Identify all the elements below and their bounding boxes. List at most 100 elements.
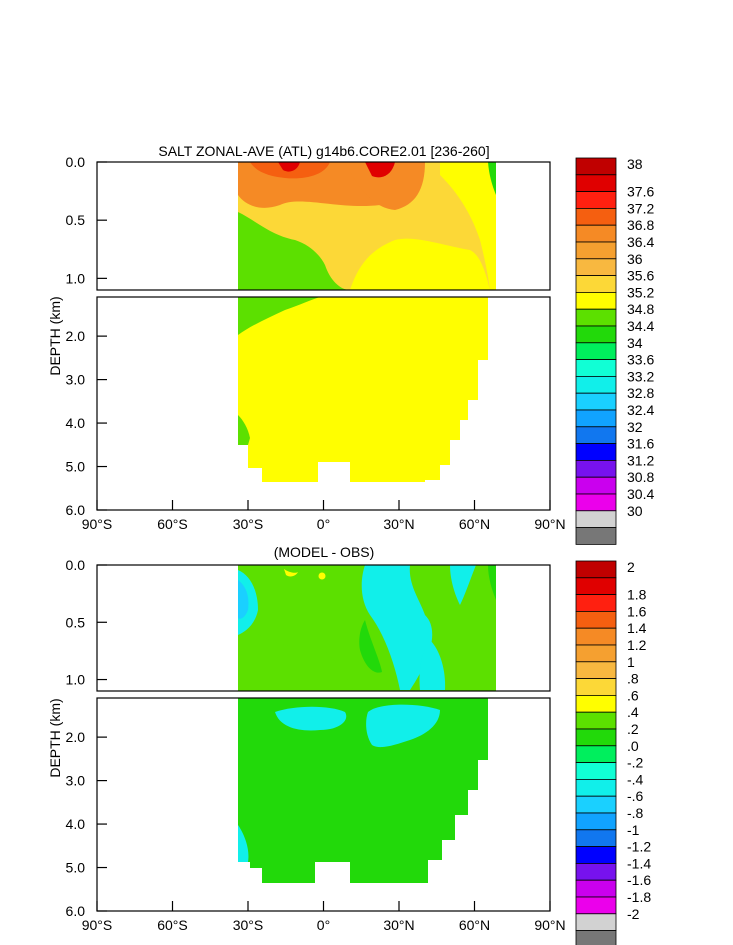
colorbar-swatch bbox=[575, 342, 617, 360]
chart-title: SALT ZONAL-AVE (ATL) g14b6.CORE2.01 [236… bbox=[158, 143, 489, 159]
colorbar-swatch bbox=[575, 879, 617, 898]
colorbar-swatch bbox=[575, 409, 617, 428]
colorbar-label: -1 bbox=[627, 822, 640, 838]
upper-plot-frame bbox=[96, 564, 551, 692]
colorbar-swatch bbox=[575, 695, 617, 713]
colorbar-swatch bbox=[575, 476, 617, 495]
x-tick-label: 90°N bbox=[534, 917, 565, 933]
colorbar-label: 32.8 bbox=[627, 385, 654, 401]
x-tick-label: 0° bbox=[317, 516, 330, 532]
colorbar-swatch bbox=[575, 863, 617, 881]
colorbar-label: -1.4 bbox=[627, 855, 651, 871]
colorbar-swatch bbox=[575, 728, 617, 747]
x-tick-label: 90°N bbox=[534, 516, 565, 532]
colorbar-label: 35.2 bbox=[627, 284, 654, 300]
x-tick-label: 90°S bbox=[82, 917, 113, 933]
colorbar-swatch bbox=[575, 493, 617, 512]
y-tick-label: 2.0 bbox=[66, 729, 86, 745]
y-tick-label: 3.0 bbox=[66, 773, 86, 789]
y-tick-label: 0.5 bbox=[66, 212, 86, 228]
salt-contour-fill-lower bbox=[238, 297, 488, 482]
colorbar-label: 37.6 bbox=[627, 184, 654, 200]
y-tick-label: 0.5 bbox=[66, 614, 86, 630]
colorbar-label: .2 bbox=[627, 721, 639, 737]
x-tick-labels: 90°S 60°S 30°S 0° 30°N 60°N 90°N bbox=[82, 500, 566, 532]
colorbar-label: -1.8 bbox=[627, 889, 651, 905]
y-tick-label: 0.0 bbox=[66, 557, 86, 573]
colorbar-label: -2 bbox=[627, 906, 640, 922]
colorbar-label: 36.4 bbox=[627, 234, 654, 250]
colorbar-label: 33.6 bbox=[627, 352, 654, 368]
y-axis-label: DEPTH (km) bbox=[47, 698, 63, 777]
colorbar-label: 1 bbox=[627, 654, 635, 670]
colorbar-label: 38 bbox=[627, 156, 643, 172]
colorbar-swatch bbox=[575, 426, 617, 444]
x-tick-label: 60°N bbox=[459, 917, 490, 933]
colorbar-swatch bbox=[575, 459, 617, 478]
colorbar-swatch bbox=[575, 191, 617, 209]
diff-contour-fill-upper bbox=[238, 565, 496, 691]
colorbar-swatch bbox=[575, 241, 617, 260]
y-tick-label: 5.0 bbox=[66, 459, 86, 475]
colorbar-label: 37.2 bbox=[627, 200, 654, 216]
colorbar-swatch bbox=[575, 291, 617, 310]
x-tick-label: 60°S bbox=[157, 917, 188, 933]
y-tick-label: 4.0 bbox=[66, 415, 86, 431]
colorbar-label: .4 bbox=[627, 704, 639, 720]
colorbar-swatch bbox=[575, 510, 617, 528]
colorbar-label: -1.6 bbox=[627, 872, 651, 888]
colorbar-label: 36 bbox=[627, 251, 643, 267]
colorbar-swatch bbox=[575, 174, 617, 193]
colorbar-label: 30.8 bbox=[627, 469, 654, 485]
colorbar-label: -.4 bbox=[627, 771, 644, 787]
y-tick-label: 6.0 bbox=[66, 903, 86, 919]
colorbar-swatch bbox=[575, 762, 617, 780]
colorbar-label: -.2 bbox=[627, 755, 644, 771]
salt-contour-fill-upper bbox=[238, 162, 496, 290]
colorbar-swatch bbox=[575, 359, 617, 377]
colorbar-swatch bbox=[575, 896, 617, 915]
colorbar-swatch bbox=[575, 325, 617, 344]
colorbar-swatch bbox=[575, 627, 617, 646]
colorbar-label: .6 bbox=[627, 687, 639, 703]
colorbar-label: 1.2 bbox=[627, 637, 647, 653]
y-tick-label: 6.0 bbox=[66, 502, 86, 518]
colorbar-label: 1.4 bbox=[627, 620, 647, 636]
y-axis-label: DEPTH (km) bbox=[47, 296, 63, 375]
colorbar-label: -1.2 bbox=[627, 839, 651, 855]
colorbar-label: 35.6 bbox=[627, 268, 654, 284]
colorbar-swatch bbox=[575, 594, 617, 612]
y-tick-label: 4.0 bbox=[66, 816, 86, 832]
x-tick-label: 30°S bbox=[233, 516, 264, 532]
colorbar: 3837.637.236.836.43635.635.234.834.43433… bbox=[575, 156, 654, 545]
x-tick-label: 30°N bbox=[383, 917, 414, 933]
colorbar-swatch bbox=[575, 930, 617, 945]
colorbar-swatch bbox=[575, 577, 617, 595]
chart-title: (MODEL - OBS) bbox=[274, 544, 375, 560]
colorbar-label: 1.6 bbox=[627, 603, 647, 619]
colorbar-swatch bbox=[575, 745, 617, 763]
x-tick-label: 30°N bbox=[383, 516, 414, 532]
y-tick-label: 1.0 bbox=[66, 270, 86, 286]
upper-plot-frame bbox=[96, 161, 551, 291]
colorbar-label: .8 bbox=[627, 671, 639, 687]
colorbar-swatch bbox=[575, 258, 617, 276]
colorbar-swatch bbox=[575, 644, 617, 663]
colorbar-swatch bbox=[575, 224, 617, 243]
colorbar-label: 31.2 bbox=[627, 452, 654, 468]
colorbar-swatch bbox=[575, 913, 617, 931]
colorbar-label: -.6 bbox=[627, 788, 644, 804]
colorbar-swatch bbox=[575, 611, 617, 629]
salt-panel: SALT ZONAL-AVE (ATL) g14b6.CORE2.01 [236… bbox=[47, 143, 654, 545]
colorbar-swatch bbox=[575, 661, 617, 679]
y-tick-labels: 0.0 0.5 1.0 2.0 3.0 4.0 5.0 6.0 bbox=[66, 557, 107, 919]
x-tick-label: 30°S bbox=[233, 917, 264, 933]
colorbar-label: -.8 bbox=[627, 805, 644, 821]
colorbar-label: 36.8 bbox=[627, 217, 654, 233]
colorbar-swatch bbox=[575, 443, 617, 461]
x-tick-label: 0° bbox=[317, 917, 330, 933]
y-tick-label: 2.0 bbox=[66, 328, 86, 344]
colorbar-swatch bbox=[575, 275, 617, 293]
colorbar-label: 2 bbox=[627, 559, 635, 575]
